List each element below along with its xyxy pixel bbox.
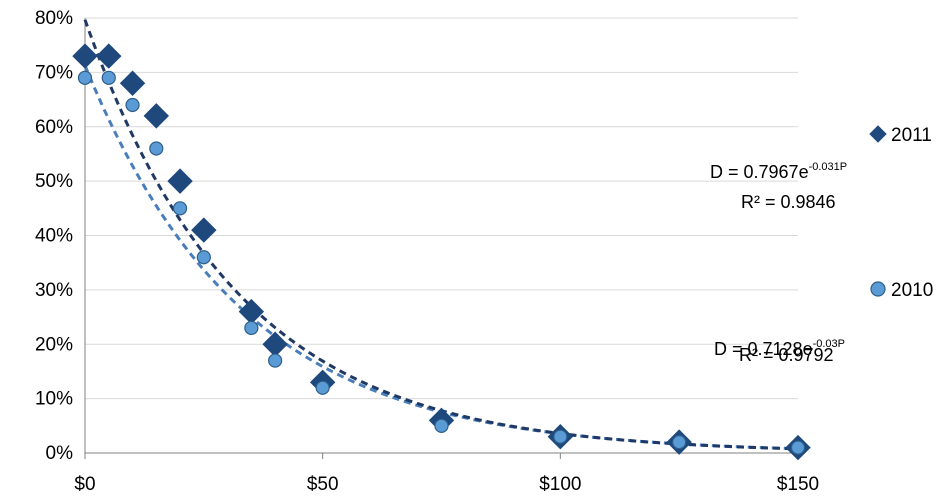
y-tick-label: 80% xyxy=(35,8,73,29)
data-point-2011 xyxy=(119,70,146,96)
y-tick-label: 30% xyxy=(35,280,73,301)
y-tick-label: 50% xyxy=(35,171,73,192)
legend: 2011 2010 xyxy=(869,125,933,301)
data-point-2011 xyxy=(72,43,98,69)
data-point-2011 xyxy=(167,168,193,194)
data-point-2010 xyxy=(172,201,188,216)
trendline-equation-2011: D = 0.7967e-0.031P xyxy=(710,161,847,182)
data-points xyxy=(72,43,811,461)
data-point-2010 xyxy=(672,435,687,450)
legend-label-2011: 2011 xyxy=(891,125,932,146)
x-axis-tick-labels: $0 $50 $100 $150 xyxy=(74,474,819,495)
legend-marker-2010 xyxy=(870,281,886,297)
trendlines xyxy=(83,19,799,451)
trendline-r2-2011: R² = 0.9846 xyxy=(741,192,836,212)
data-point-2010 xyxy=(77,70,93,85)
trendline-equations: D = 0.7967e-0.031P R² = 0.9846 D = 0.7128e… xyxy=(710,161,847,365)
trendline-2010 xyxy=(83,64,799,451)
y-tick-label: 10% xyxy=(35,389,73,410)
legend-marker-2011 xyxy=(869,125,887,143)
data-point-2011 xyxy=(238,298,265,325)
trendline-2011 xyxy=(83,19,799,451)
data-point-2011 xyxy=(191,217,217,243)
y-tick-label: 0% xyxy=(46,443,74,464)
data-point-2011 xyxy=(143,103,170,129)
y-tick-label: 40% xyxy=(35,226,73,247)
data-point-2010 xyxy=(315,380,330,395)
x-tick-label: $100 xyxy=(539,474,581,495)
y-tick-label: 60% xyxy=(35,117,73,138)
data-point-2010 xyxy=(101,70,116,85)
data-point-2010 xyxy=(268,353,283,368)
gridlines xyxy=(85,17,798,400)
data-point-2010 xyxy=(125,97,140,113)
trendline-r2-2010: R² = 0.9792 xyxy=(739,345,834,365)
x-tick-label: $150 xyxy=(777,474,819,495)
y-axis-tick-labels: 0% 10% 20% 30% 40% 50% 60% 70% 80% xyxy=(35,8,73,464)
legend-label-2010: 2010 xyxy=(891,280,933,301)
data-point-2011 xyxy=(96,43,122,69)
data-point-2010 xyxy=(244,320,259,336)
data-point-2010 xyxy=(149,141,164,156)
trendline-equation-2010: D = 0.7128e-0.03P xyxy=(714,338,845,359)
x-tick-label: $50 xyxy=(307,474,339,495)
data-point-2010 xyxy=(553,429,568,444)
y-tick-label: 70% xyxy=(35,62,73,83)
x-tick-label: $0 xyxy=(74,474,95,495)
data-point-2010 xyxy=(196,250,211,265)
data-point-2010 xyxy=(790,440,806,455)
data-point-2010 xyxy=(434,418,449,433)
y-tick-label: 20% xyxy=(35,334,73,355)
